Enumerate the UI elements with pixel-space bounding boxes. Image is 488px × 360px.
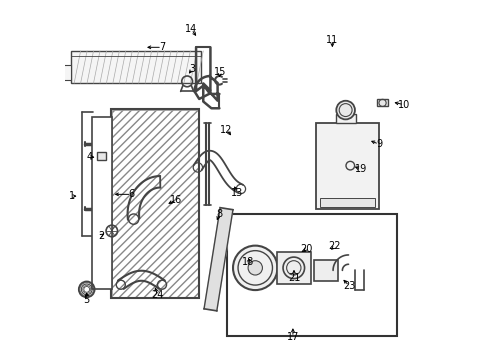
Text: 1: 1	[68, 191, 75, 201]
Text: 15: 15	[213, 67, 226, 77]
Text: 17: 17	[286, 332, 299, 342]
Circle shape	[336, 101, 354, 120]
Text: 16: 16	[170, 195, 182, 205]
Text: 10: 10	[397, 100, 409, 110]
Bar	[110, 109, 199, 298]
Bar	[97, 152, 106, 160]
Text: 7: 7	[159, 42, 165, 52]
Text: 12: 12	[220, 125, 232, 135]
Text: 18: 18	[242, 257, 254, 267]
Bar	[92, 117, 112, 289]
Text: 11: 11	[325, 35, 338, 45]
Bar	[319, 198, 375, 207]
Circle shape	[233, 246, 277, 290]
Bar	[335, 114, 355, 123]
Bar	[316, 123, 378, 209]
Text: 4: 4	[86, 152, 92, 162]
Text: 6: 6	[128, 189, 134, 199]
Bar	[112, 110, 198, 297]
Bar	[60, 65, 70, 80]
Bar	[276, 252, 310, 284]
Circle shape	[247, 261, 262, 275]
Bar	[376, 99, 387, 107]
Text: 5: 5	[83, 295, 90, 305]
Text: 3: 3	[189, 64, 195, 74]
Text: 22: 22	[328, 241, 341, 251]
Polygon shape	[203, 208, 232, 311]
Text: 20: 20	[299, 244, 312, 254]
Text: 2: 2	[98, 231, 104, 240]
Text: 24: 24	[151, 291, 163, 301]
Bar	[314, 260, 337, 281]
Text: 14: 14	[185, 24, 197, 35]
Text: 23: 23	[342, 281, 355, 291]
Text: 19: 19	[354, 164, 366, 174]
Bar	[70, 51, 201, 83]
Text: 21: 21	[287, 273, 300, 283]
Text: 9: 9	[375, 139, 381, 149]
Text: 13: 13	[231, 188, 243, 198]
Text: 8: 8	[216, 209, 222, 219]
Bar	[226, 214, 396, 336]
